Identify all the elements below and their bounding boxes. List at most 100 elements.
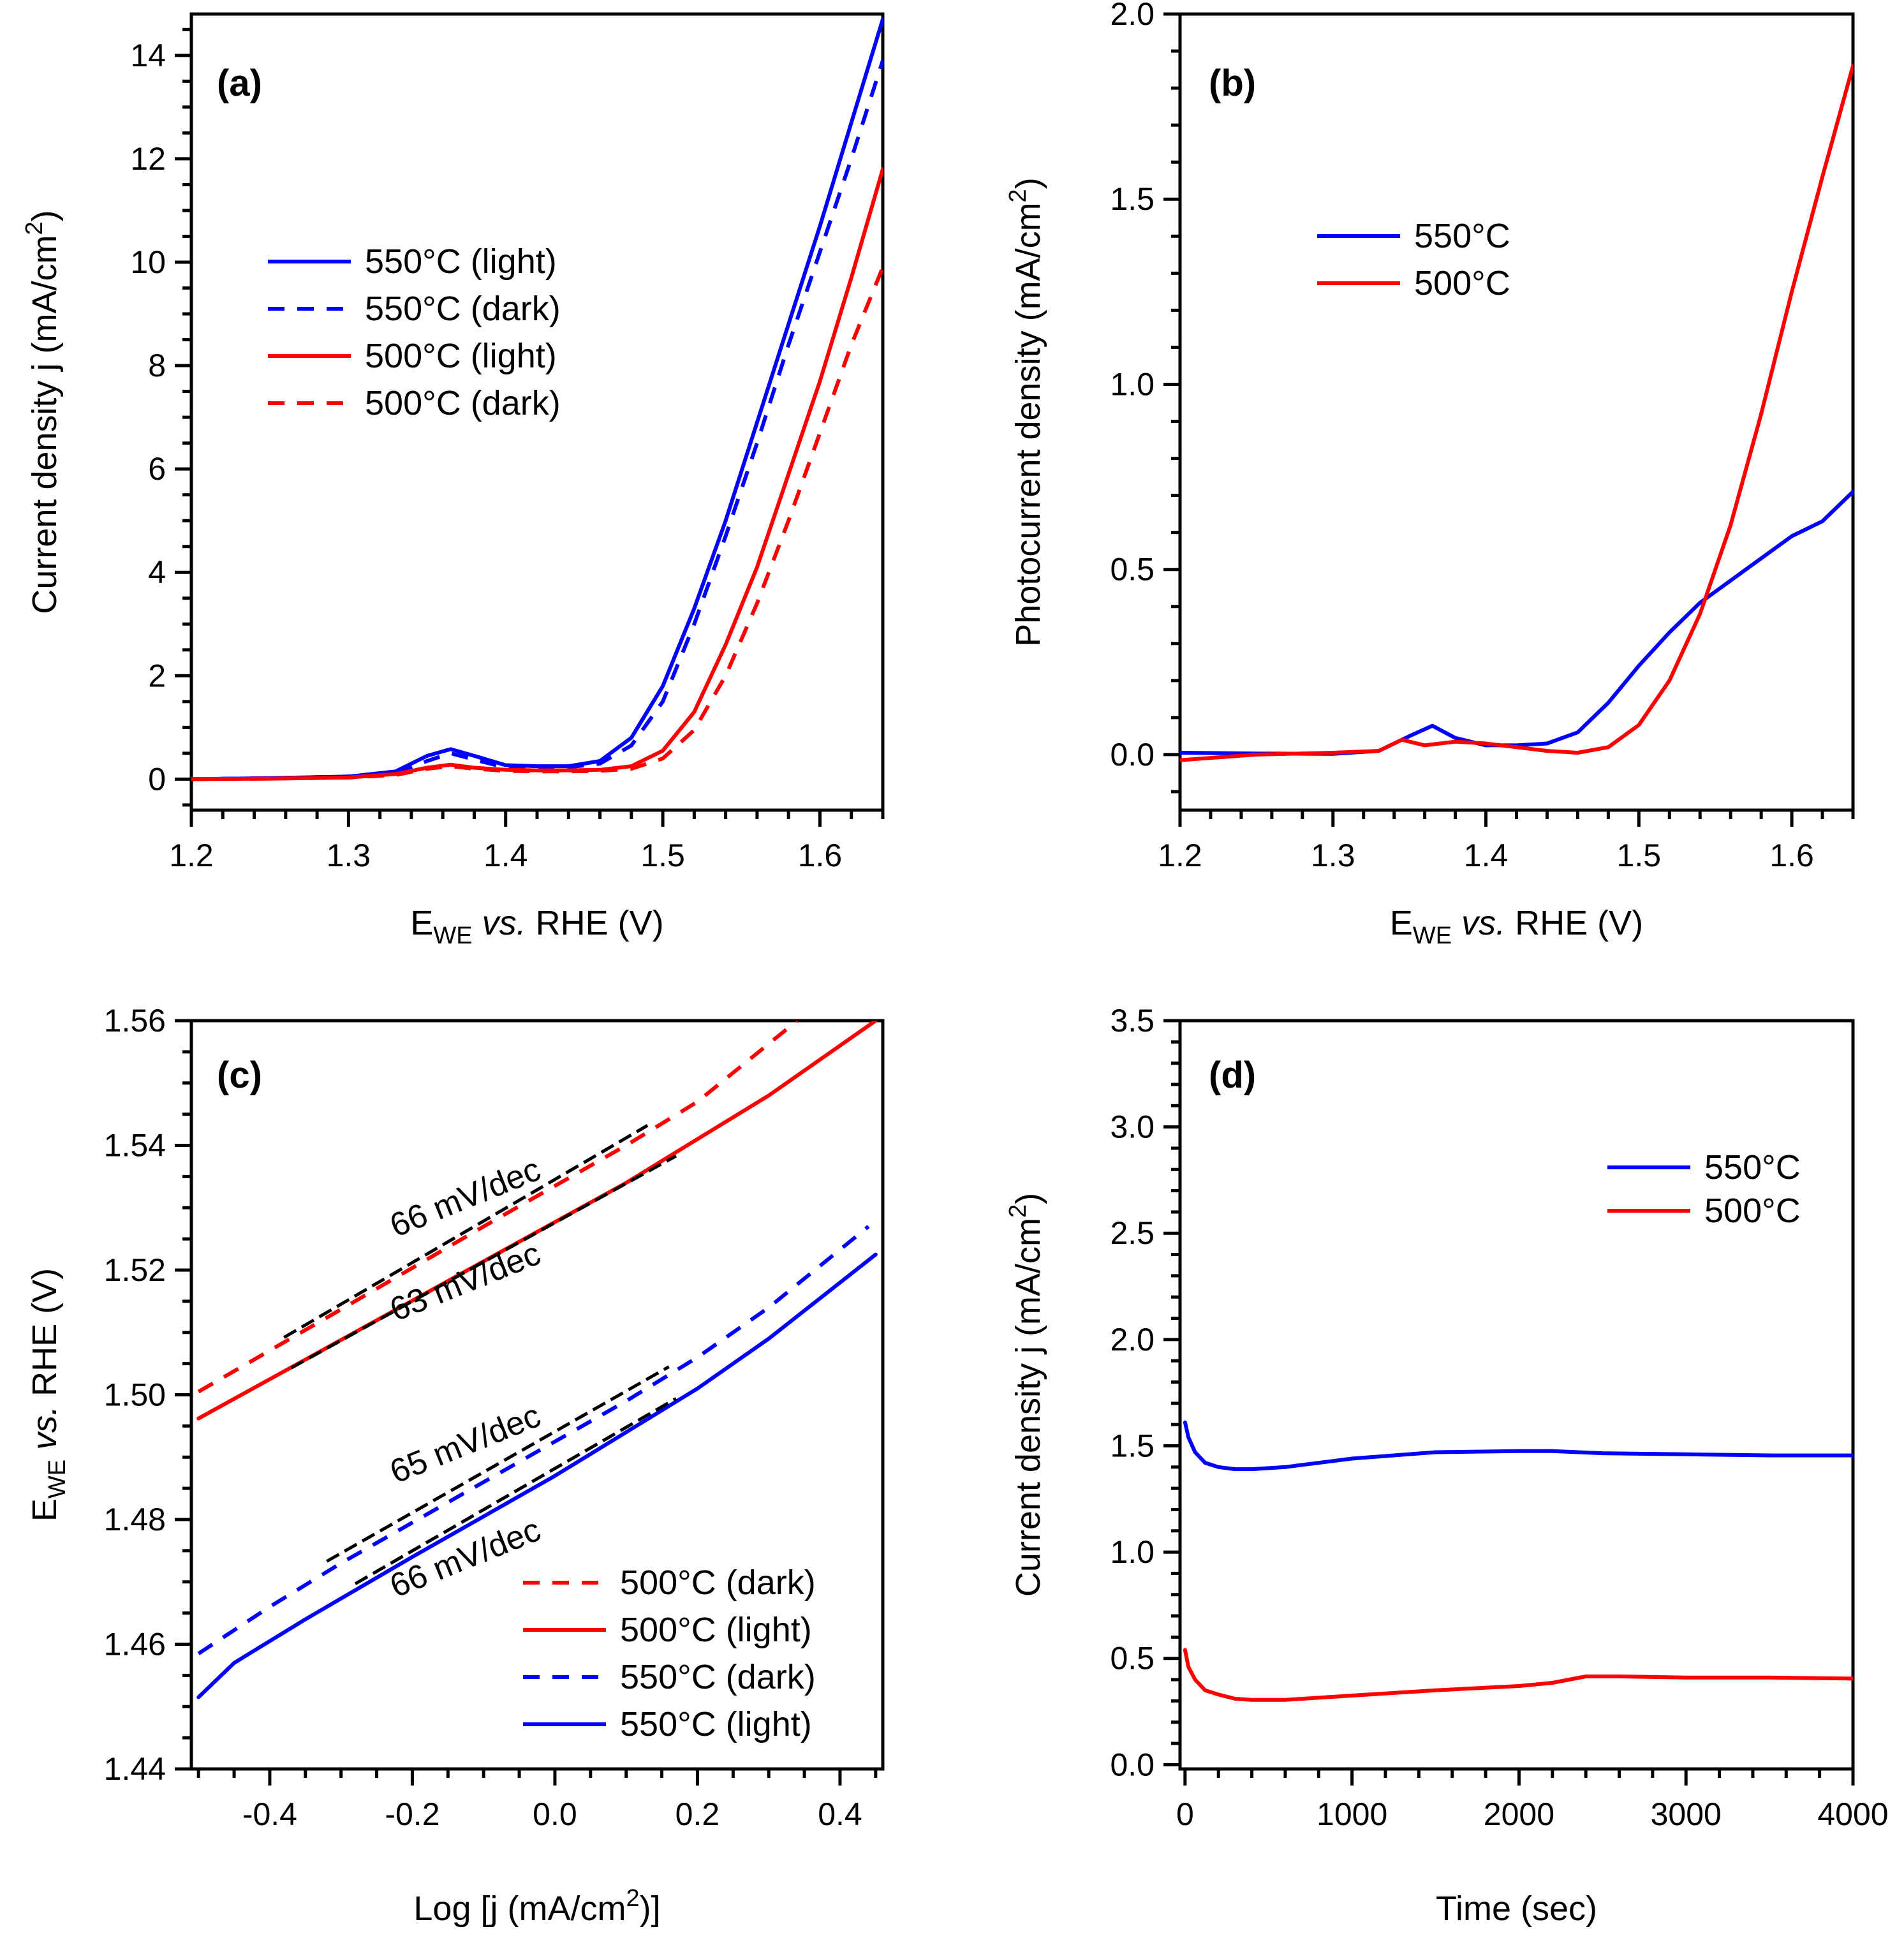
legend: 550°C 500°C bbox=[1607, 1148, 1801, 1230]
y-tick-label: 1.44 bbox=[104, 1751, 166, 1787]
series-line bbox=[191, 266, 883, 781]
y-tick-label: 1.56 bbox=[104, 1003, 166, 1039]
series-line bbox=[197, 1225, 870, 1655]
x-tick-label: 0 bbox=[1176, 1796, 1194, 1832]
x-tick-label: 1.2 bbox=[169, 838, 214, 873]
y-tick-label: 3.0 bbox=[1110, 1109, 1155, 1145]
y-tick-label: 1.52 bbox=[104, 1252, 166, 1288]
y-tick-label: 2.0 bbox=[1110, 1322, 1155, 1357]
series-line bbox=[191, 59, 883, 781]
panel-c: -0.4 -0.2 0.0 0.2 0.4 1.44 1.46 1.48 1.50 1.52 1.5… bbox=[26, 1003, 885, 1928]
slope-annotation: 65 mV/dec bbox=[385, 1397, 545, 1491]
y-tick-label: 1.54 bbox=[104, 1128, 166, 1164]
series-group bbox=[1183, 1420, 1853, 1702]
series-line bbox=[197, 1021, 799, 1394]
panel-tag: (b) bbox=[1209, 63, 1256, 104]
legend-label: 500°C (dark) bbox=[620, 1564, 816, 1602]
y-tick-label: 1.5 bbox=[1110, 181, 1155, 217]
x-tick-label: 0.2 bbox=[675, 1796, 720, 1832]
x-axis-title: Time (sec) bbox=[1436, 1890, 1597, 1928]
series-line bbox=[196, 1252, 878, 1699]
fit-line bbox=[354, 1397, 677, 1585]
fit-line bbox=[290, 1154, 677, 1370]
series-line bbox=[1183, 1648, 1853, 1702]
legend-label: 500°C (light) bbox=[365, 337, 557, 375]
series-line bbox=[1180, 64, 1853, 762]
x-tick-label: 1.3 bbox=[1311, 838, 1355, 873]
panel-tag: (a) bbox=[217, 63, 262, 104]
x-tick-label: 1.4 bbox=[483, 838, 528, 873]
panel-b: 1.2 1.3 1.4 1.5 1.6 0.0 0.5 1.0 1.5 2.0 EWE vs. RH… bbox=[1005, 0, 1855, 949]
y-tick-label: 1.0 bbox=[1110, 366, 1155, 402]
panel-tag: (d) bbox=[1209, 1054, 1256, 1096]
legend-label: 550°C (light) bbox=[620, 1705, 812, 1743]
y-tick-label: 3.5 bbox=[1110, 1003, 1155, 1039]
y-axis-title: Current density j (mA/cm2) bbox=[1005, 1193, 1047, 1597]
legend-label: 500°C (light) bbox=[620, 1611, 812, 1649]
plot-frame bbox=[1178, 1019, 1855, 1771]
legend-label: 550°C bbox=[1704, 1148, 1801, 1187]
y-axis-title: EWE vs. RHE (V) bbox=[26, 1268, 71, 1521]
y-tick-label: 0.5 bbox=[1110, 1641, 1155, 1676]
series-line bbox=[196, 1021, 878, 1421]
x-tick-label: 3000 bbox=[1651, 1796, 1722, 1832]
y-tick-label: 1.5 bbox=[1110, 1428, 1155, 1463]
x-tick-label: 0.4 bbox=[818, 1796, 862, 1832]
x-tick-label: -0.4 bbox=[242, 1796, 297, 1832]
panel-a: 1.2 1.3 1.4 1.5 1.6 0 2 4 6 8 10 12 14 EWE vs. RHE (V… bbox=[21, 12, 885, 949]
fit-line bbox=[283, 1124, 649, 1339]
x-tick-label: 1000 bbox=[1317, 1796, 1387, 1832]
x-tick-label: 1.6 bbox=[798, 838, 843, 873]
x-tick-label: 1.4 bbox=[1464, 838, 1509, 873]
y-tick-label: 1.0 bbox=[1110, 1534, 1155, 1570]
y-tick-label: 0 bbox=[148, 761, 166, 797]
legend: 500°C (dark) 500°C (light) 550°C (dark) 550… bbox=[523, 1564, 816, 1743]
y-tick-label: 0.5 bbox=[1110, 552, 1155, 588]
plot-frame bbox=[1178, 12, 1855, 812]
y-tick-label: 1.50 bbox=[104, 1377, 166, 1413]
x-tick-label: 4000 bbox=[1817, 1796, 1888, 1832]
series-line bbox=[1183, 1420, 1853, 1472]
fit-line bbox=[326, 1365, 670, 1563]
y-tick-label: 4 bbox=[148, 554, 166, 590]
y-tick-label: 12 bbox=[130, 141, 166, 177]
y-tick-label: 8 bbox=[148, 348, 166, 383]
legend: 550°C (light) 550°C (dark) 500°C (light) 50… bbox=[268, 242, 561, 422]
x-tick-label: -0.2 bbox=[385, 1796, 439, 1832]
x-axis-title: EWE vs. RHE (V) bbox=[410, 904, 663, 949]
slope-annotation: 63 mV/dec bbox=[385, 1235, 545, 1329]
x-tick-label: 1.5 bbox=[640, 838, 685, 873]
series-line bbox=[191, 17, 883, 781]
x-tick-label: 1.2 bbox=[1158, 838, 1202, 873]
legend-label: 550°C (dark) bbox=[620, 1658, 816, 1696]
y-tick-label: 1.46 bbox=[104, 1627, 166, 1662]
plot-frame bbox=[189, 1019, 885, 1771]
y-tick-label: 10 bbox=[130, 244, 166, 280]
y-tick-label: 0.0 bbox=[1110, 737, 1155, 773]
series-group bbox=[1180, 64, 1853, 762]
y-tick-label: 2 bbox=[148, 658, 166, 693]
legend-label: 550°C bbox=[1414, 217, 1510, 255]
legend-label: 500°C bbox=[1414, 264, 1510, 302]
legend-label: 550°C (dark) bbox=[365, 290, 561, 328]
y-tick-label: 6 bbox=[148, 451, 166, 487]
panel-d: 0 1000 2000 3000 4000 0.0 0.5 1.0 1.5 2.0 2.5 3.0 3.… bbox=[1005, 1003, 1889, 1928]
y-axis-title: Current density j (mA/cm2) bbox=[21, 210, 64, 614]
legend-label: 500°C bbox=[1704, 1192, 1801, 1230]
y-tick-label: 2.0 bbox=[1110, 0, 1155, 32]
x-tick-label: 1.3 bbox=[327, 838, 371, 873]
x-axis-title: Log [j (mA/cm2)] bbox=[413, 1885, 660, 1928]
x-tick-label: 1.5 bbox=[1617, 838, 1662, 873]
series-group bbox=[196, 1021, 878, 1699]
y-tick-label: 14 bbox=[130, 38, 166, 73]
y-tick-label: 0.0 bbox=[1110, 1747, 1155, 1782]
series-group bbox=[191, 17, 883, 781]
x-tick-label: 1.6 bbox=[1769, 838, 1814, 873]
series-line bbox=[1180, 489, 1853, 756]
y-axis-title: Photocurrent density (mA/cm2) bbox=[1005, 177, 1047, 646]
x-tick-label: 2000 bbox=[1484, 1796, 1554, 1832]
legend-label: 550°C (light) bbox=[365, 242, 557, 281]
panel-tag: (c) bbox=[217, 1054, 262, 1096]
legend-label: 500°C (dark) bbox=[365, 384, 561, 422]
